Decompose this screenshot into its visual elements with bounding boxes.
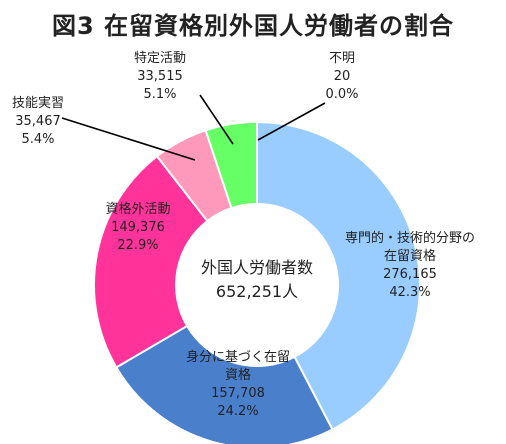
leader-line-4 [61,117,196,161]
slice-label-0: 不明 20 0.0% [325,51,358,102]
chart-title: 図3 在留資格別外国人労働者の割合 [51,12,455,40]
center-label: 外国人労働者数 [201,258,313,277]
center-value: 652,251人 [216,282,298,301]
slice-3 [93,154,209,369]
slice-label-5: 特定活動 33,515 5.1% [134,51,186,102]
slice-label-4: 技能実習 35,467 5.4% [12,95,64,147]
slice-label-2: 身分に基づく在留資格 157,708 24.2% [186,349,290,419]
leader-line-5 [199,94,234,145]
slice-label-1: 専門的・技術的分野の在留資格 276,165 42.3% [345,230,475,300]
slice-label-3: 資格外活動 149,376 22.9% [105,201,170,253]
leader-line-0 [257,102,326,141]
slice-1 [256,120,421,431]
slice-2 [114,324,334,444]
